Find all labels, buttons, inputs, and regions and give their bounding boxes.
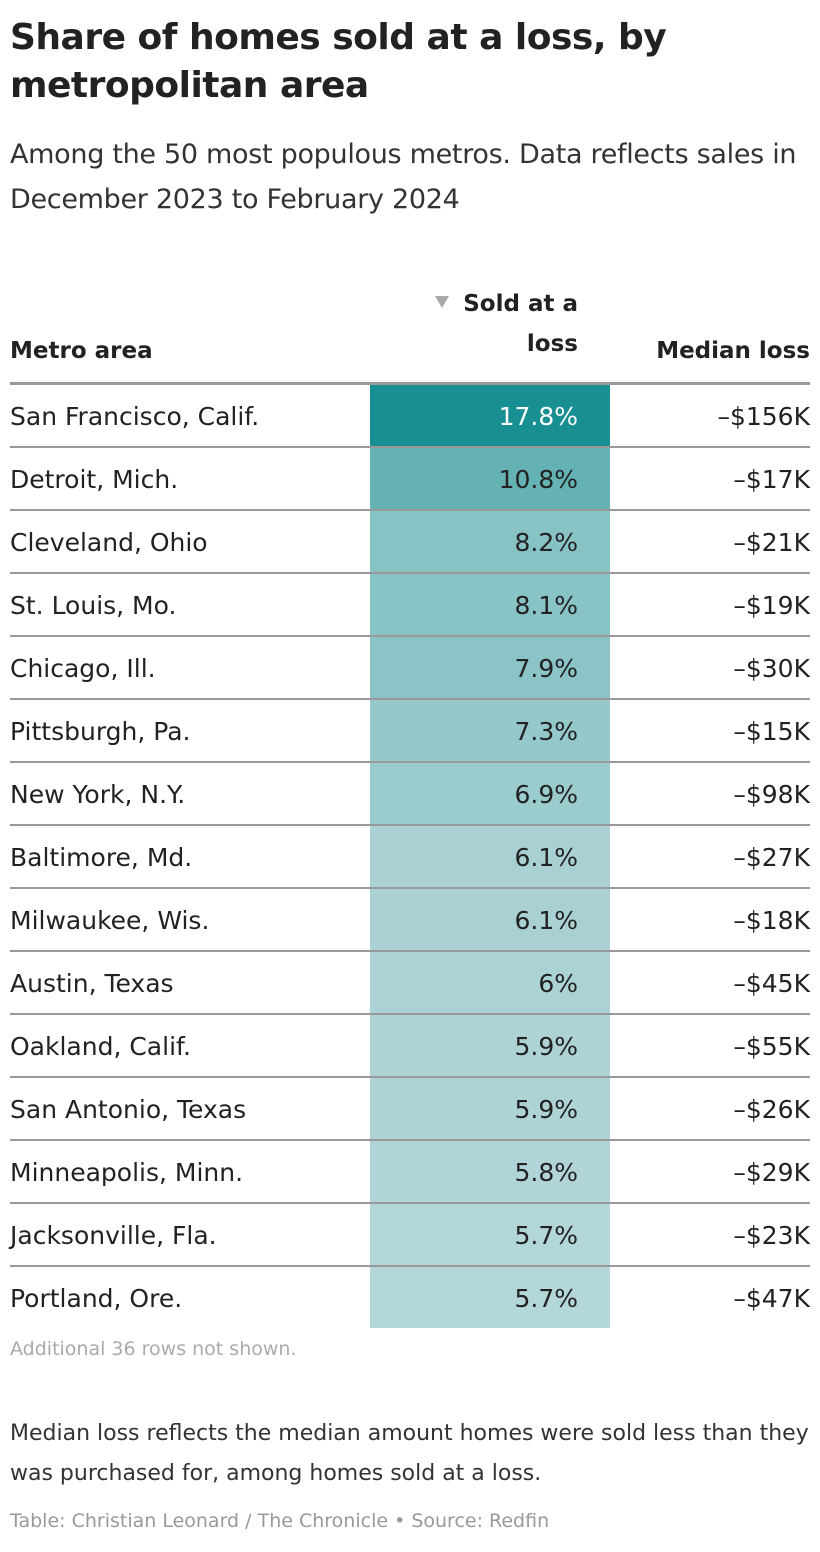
cell-metro-area: Austin, Texas (10, 969, 174, 998)
table-row: St. Louis, Mo. 8.1% –$19K (10, 574, 810, 637)
hidden-rows-note: Additional 36 rows not shown. (10, 1338, 297, 1360)
triangle-down-icon (435, 296, 450, 308)
cell-metro-area: San Francisco, Calif. (10, 402, 260, 431)
table-row: Jacksonville, Fla. 5.7% –$23K (10, 1204, 810, 1267)
table-row: Cleveland, Ohio 8.2% –$21K (10, 511, 810, 574)
table-row: San Antonio, Texas 5.9% –$26K (10, 1078, 810, 1141)
cell-median-loss: –$23K (733, 1221, 810, 1250)
table-row: Chicago, Ill. 7.9% –$30K (10, 637, 810, 700)
header-sold-label-line2: loss (526, 331, 578, 357)
footnote: Median loss reflects the median amount h… (10, 1421, 809, 1486)
data-table: Metro area Sold at a loss Median loss Sa… (10, 288, 810, 1328)
cell-median-loss: –$18K (733, 906, 810, 935)
cell-metro-area: Cleveland, Ohio (10, 528, 208, 557)
cell-metro-area: San Antonio, Texas (10, 1095, 247, 1124)
cell-median-loss: –$98K (733, 780, 810, 809)
table-row: Detroit, Mich. 10.8% –$17K (10, 448, 810, 511)
cell-sold-at-loss: 6.1% (370, 889, 610, 950)
cell-metro-area: Minneapolis, Minn. (10, 1158, 244, 1187)
cell-sold-at-loss: 5.8% (370, 1141, 610, 1202)
chart-subtitle: Among the 50 most populous metros. Data … (10, 139, 797, 215)
cell-median-loss: –$47K (733, 1284, 810, 1313)
header-sold-label-line1: Sold at a (463, 291, 578, 317)
cell-median-loss: –$19K (733, 591, 810, 620)
table-row: Minneapolis, Minn. 5.8% –$29K (10, 1141, 810, 1204)
cell-sold-at-loss: 7.3% (370, 700, 610, 761)
table-row: Baltimore, Md. 6.1% –$27K (10, 826, 810, 889)
cell-median-loss: –$45K (733, 969, 810, 998)
cell-sold-at-loss: 8.2% (370, 511, 610, 572)
chart-title: Share of homes sold at a loss, by metrop… (10, 17, 667, 106)
credit-line: Table: Christian Leonard / The Chronicle… (10, 1510, 550, 1532)
cell-sold-at-loss: 8.1% (370, 574, 610, 635)
cell-sold-at-loss: 5.7% (370, 1204, 610, 1265)
cell-sold-at-loss: 5.7% (370, 1267, 610, 1328)
cell-metro-area: Portland, Ore. (10, 1284, 183, 1313)
cell-median-loss: –$21K (733, 528, 810, 557)
cell-sold-at-loss: 10.8% (370, 448, 610, 509)
cell-metro-area: Detroit, Mich. (10, 465, 179, 494)
table-row: Pittsburgh, Pa. 7.3% –$15K (10, 700, 810, 763)
cell-sold-at-loss: 17.8% (370, 385, 610, 446)
table-row: Oakland, Calif. 5.9% –$55K (10, 1015, 810, 1078)
table-header: Metro area Sold at a loss Median loss (10, 288, 810, 385)
cell-sold-at-loss: 6.9% (370, 763, 610, 824)
cell-metro-area: New York, N.Y. (10, 780, 186, 809)
cell-median-loss: –$17K (733, 465, 810, 494)
table-body: San Francisco, Calif. 17.8% –$156K Detroit,… (10, 385, 810, 1328)
cell-sold-at-loss: 7.9% (370, 637, 610, 698)
table-row: Austin, Texas 6% –$45K (10, 952, 810, 1015)
cell-sold-at-loss: 5.9% (370, 1078, 610, 1139)
table-row: San Francisco, Calif. 17.8% –$156K (10, 385, 810, 448)
cell-metro-area: Baltimore, Md. (10, 843, 193, 872)
table-row: New York, N.Y. 6.9% –$98K (10, 763, 810, 826)
cell-sold-at-loss: 6.1% (370, 826, 610, 887)
cell-metro-area: Milwaukee, Wis. (10, 906, 210, 935)
cell-metro-area: Oakland, Calif. (10, 1032, 191, 1061)
cell-metro-area: Chicago, Ill. (10, 654, 156, 683)
cell-metro-area: St. Louis, Mo. (10, 591, 177, 620)
cell-median-loss: –$15K (733, 717, 810, 746)
cell-sold-at-loss: 6% (370, 952, 610, 1013)
cell-sold-at-loss: 5.9% (370, 1015, 610, 1076)
cell-median-loss: –$29K (733, 1158, 810, 1187)
cell-median-loss: –$55K (733, 1032, 810, 1061)
header-sold-at-loss[interactable]: Sold at a loss (370, 284, 578, 364)
cell-metro-area: Jacksonville, Fla. (10, 1221, 217, 1250)
cell-median-loss: –$26K (733, 1095, 810, 1124)
table-row: Portland, Ore. 5.7% –$47K (10, 1267, 810, 1328)
header-metro-area[interactable]: Metro area (10, 338, 153, 364)
cell-median-loss: –$30K (733, 654, 810, 683)
cell-metro-area: Pittsburgh, Pa. (10, 717, 191, 746)
header-median-loss[interactable]: Median loss (656, 338, 810, 364)
cell-median-loss: –$27K (733, 843, 810, 872)
cell-median-loss: –$156K (717, 402, 810, 431)
table-row: Milwaukee, Wis. 6.1% –$18K (10, 889, 810, 952)
